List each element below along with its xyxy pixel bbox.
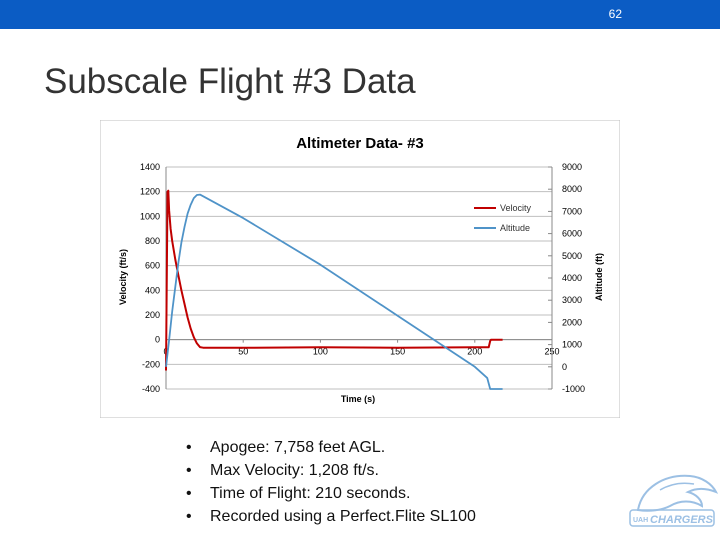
y2-tick-label: 5000 (562, 251, 582, 261)
y-tick-label: -200 (142, 359, 160, 369)
y-tick-label: 1200 (140, 187, 160, 197)
x-tick-label: 50 (238, 347, 248, 357)
legend-altitude-label: Altitude (500, 223, 530, 233)
y2-tick-label: 6000 (562, 229, 582, 239)
y-tick-label: 600 (145, 261, 160, 271)
y2-tick-label: 4000 (562, 273, 582, 283)
altimeter-chart: Altimeter Data- #3 1400 1200 1000 800 600 400… (100, 120, 620, 418)
y2-tick-label: 2000 (562, 317, 582, 327)
y-axis-label: Velocity (ft/s) (118, 249, 128, 305)
y-tick-label: 1400 (140, 162, 160, 172)
chargers-logo: UAH CHARGERS (620, 466, 720, 536)
bullet-recorder: Recorded using a Perfect.Flite SL100 (186, 505, 476, 528)
y-tick-label: 400 (145, 285, 160, 295)
y2-tick-label: -1000 (562, 384, 585, 394)
logo-text: CHARGERS (650, 514, 714, 526)
y-tick-label: 1000 (140, 211, 160, 221)
series-line-altitude (165, 193, 503, 390)
y-tick-label: 800 (145, 236, 160, 246)
chart-frame (100, 120, 620, 418)
x-tick-label: 100 (313, 347, 328, 357)
y-tick-label: -400 (142, 384, 160, 394)
legend-velocity-label: Velocity (500, 203, 532, 213)
y2-tick-label: 7000 (562, 206, 582, 216)
y2-axis-label: Altitude (ft) (594, 253, 604, 301)
logo-subtext: UAH (633, 517, 648, 524)
y2-tick-label: 8000 (562, 184, 582, 194)
x-tick-label: 150 (390, 347, 405, 357)
bullet-apogee: Apogee: 7,758 feet AGL. (186, 436, 476, 459)
slide-title: Subscale Flight #3 Data (44, 62, 416, 101)
top-bar: 62 (0, 0, 720, 29)
y2-tick-label: 1000 (562, 340, 582, 350)
y2-axis-ticks: 9000 8000 7000 6000 5000 4000 3000 2000 1000 0 -10… (548, 162, 585, 394)
key-facts-list: Apogee: 7,758 feet AGL. Max Velocity: 1,… (186, 436, 476, 528)
chart-legend: Velocity Altitude (474, 203, 532, 233)
bullet-max-velocity: Max Velocity: 1,208 ft/s. (186, 459, 476, 482)
y-tick-label: 200 (145, 310, 160, 320)
y-axis-ticks: 1400 1200 1000 800 600 400 200 0 -200 -400 (140, 162, 160, 394)
chart-svg: Altimeter Data- #3 140012001000800600400… (100, 120, 620, 418)
chart-series (165, 189, 503, 390)
page-number: 62 (608, 7, 622, 21)
y2-tick-label: 9000 (562, 162, 582, 172)
y2-tick-label: 0 (562, 362, 567, 372)
charger-horse-icon: UAH CHARGERS (629, 474, 719, 527)
series-line-velocity (165, 189, 503, 371)
x-tick-label: 200 (467, 347, 482, 357)
chart-title: Altimeter Data- #3 (296, 135, 424, 152)
y-tick-label: 0 (155, 335, 160, 345)
y2-tick-label: 3000 (562, 295, 582, 305)
bullet-time-of-flight: Time of Flight: 210 seconds. (186, 482, 476, 505)
x-axis-label: Time (s) (341, 394, 375, 404)
